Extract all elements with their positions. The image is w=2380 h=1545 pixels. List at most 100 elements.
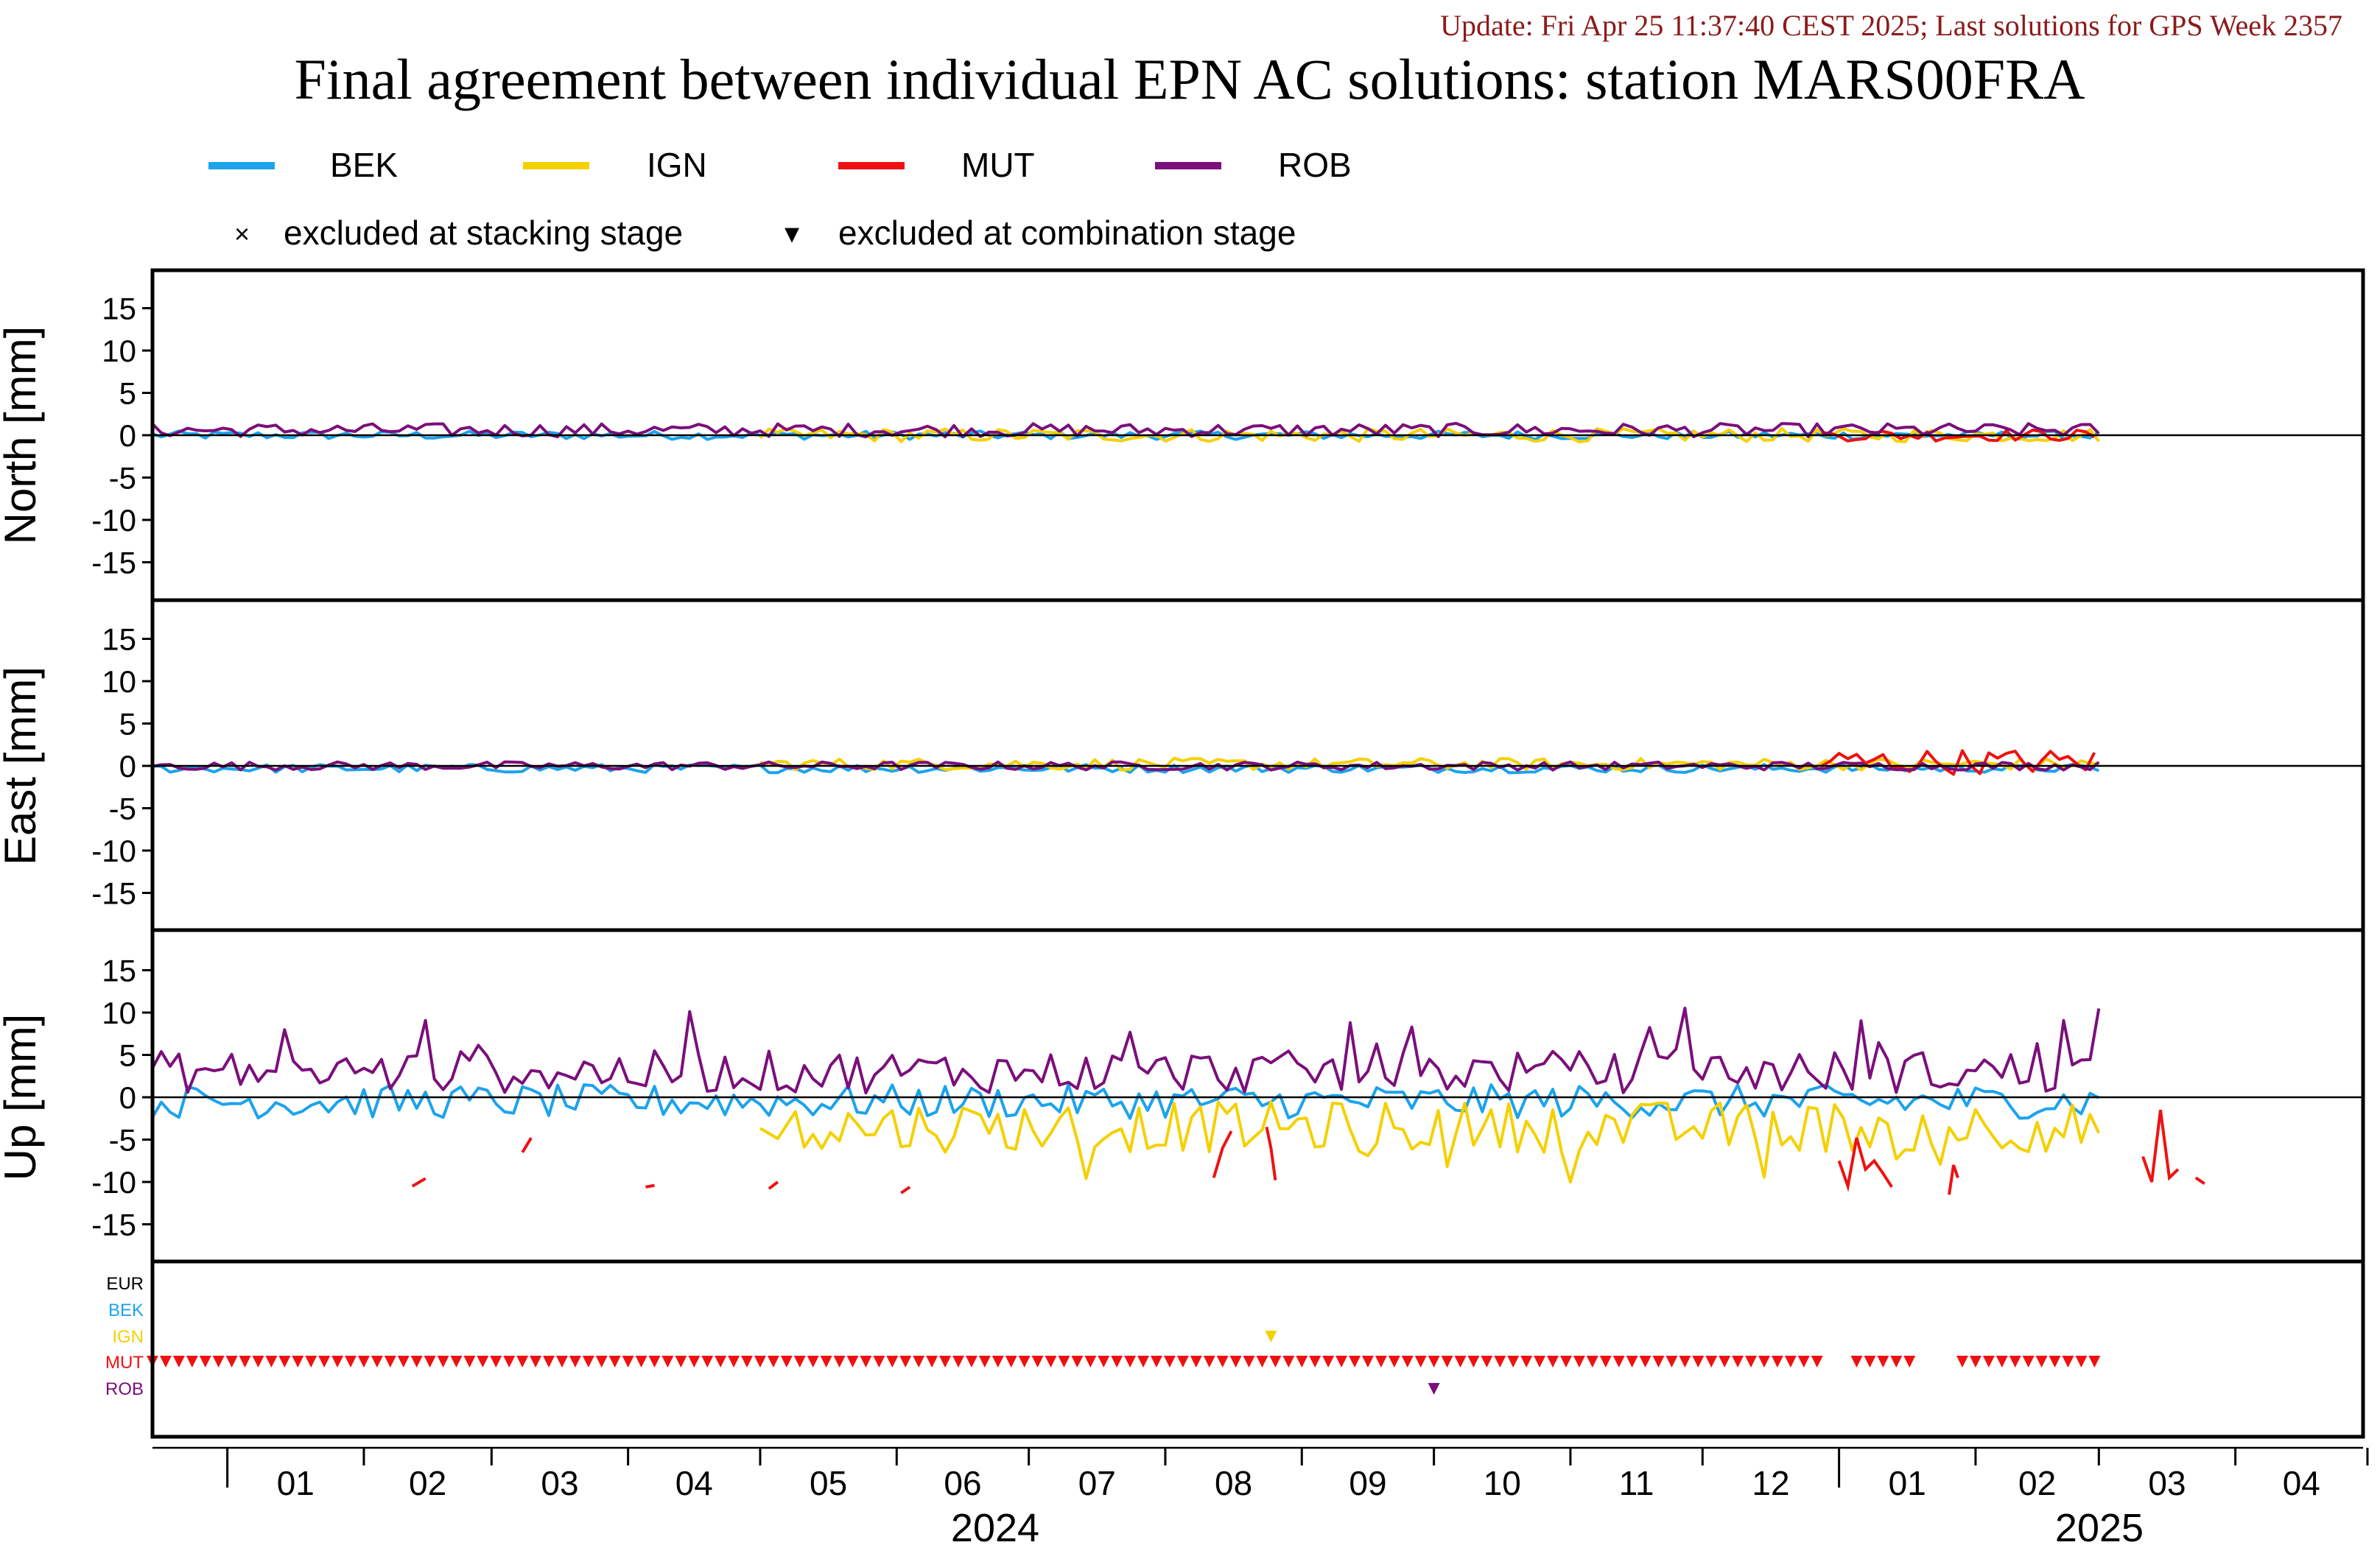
x-month-label: 08: [1215, 1464, 1252, 1502]
exclusion-marker-mut: [543, 1356, 555, 1368]
exclusion-marker-mut: [1890, 1356, 1903, 1368]
exclusion-marker-mut: [1719, 1356, 1731, 1368]
exclusion-marker-mut: [608, 1356, 621, 1368]
exclusion-marker-mut: [463, 1356, 476, 1368]
east-y-tick-label: -10: [91, 834, 136, 868]
exclusion-marker-mut: [159, 1356, 172, 1368]
x-month-labels: 01 02 03 04 05 06 07 08 09 10 11 12 01 02 03 04: [277, 1464, 2320, 1502]
exclusion-marker-mut: [1534, 1356, 1546, 1368]
up-y-tick-label: 15: [102, 954, 136, 988]
exclusion-marker-mut: [239, 1356, 251, 1368]
exclusion-marker-mut: [1243, 1356, 1255, 1368]
exclusion-marker-mut: [1494, 1356, 1506, 1368]
up-y-tick-label: -15: [91, 1208, 136, 1242]
exclusion-marker-mut: [582, 1356, 594, 1368]
exclusion-marker-rob: [1428, 1383, 1440, 1395]
north-series-mut: [1821, 429, 2096, 443]
exclusion-marker-mut: [490, 1356, 502, 1368]
exclusion-marker-mut: [1058, 1356, 1070, 1368]
exclusion-marker-mut: [1361, 1356, 1374, 1368]
panel-north: 15 10 5 0 -5 -10 -15 North [mm]: [0, 268, 2365, 602]
exclusion-marker-mut: [635, 1356, 647, 1368]
x-month-label: 06: [944, 1464, 981, 1502]
up-series-mut-segment: [1265, 1126, 1277, 1180]
exclusion-marker-mut: [1309, 1356, 1321, 1368]
exclusion-marker-mut: [899, 1356, 912, 1368]
exclusion-marker-ign: [1265, 1331, 1277, 1342]
exclusion-marker-mut: [1982, 1356, 1995, 1368]
exclusion-marker-mut: [860, 1356, 872, 1368]
exclusion-marker-mut: [1692, 1356, 1705, 1368]
north-series-ign: [759, 426, 2100, 444]
legend-marker-combination-label: excluded at combination stage: [838, 214, 1296, 252]
exclusion-row-label-bek: BEK: [108, 1301, 144, 1320]
x-axis: 01 02 03 04 05 06 07 08 09 10 11 12 01 02 03 04 2024 20…: [152, 1446, 2369, 1545]
exclusion-marker-mut: [278, 1356, 291, 1368]
exclusion-marker-mut: [991, 1356, 1004, 1368]
exclusion-marker-mut: [1375, 1356, 1387, 1368]
north-y-label: North [mm]: [0, 326, 45, 545]
up-series-mut-segment: [411, 1177, 426, 1188]
north-y-tick-label: -15: [91, 546, 136, 580]
exclusion-marker-mut: [952, 1356, 964, 1368]
exclusion-marker-mut: [357, 1356, 370, 1368]
x-month-label: 12: [1752, 1464, 1789, 1502]
x-month-label: 07: [1078, 1464, 1116, 1502]
exclusion-marker-mut: [846, 1356, 859, 1368]
exclusion-marker-mut: [212, 1356, 225, 1368]
exclusion-marker-mut: [1084, 1356, 1097, 1368]
up-series-bek: [151, 1083, 2100, 1120]
x-month-label: 02: [2018, 1464, 2056, 1502]
exclusion-marker-mut: [1176, 1356, 1189, 1368]
up-series-layer: [151, 1007, 2205, 1195]
exclusion-marker-mut: [1229, 1356, 1242, 1368]
up-y-tick-label: 10: [102, 996, 136, 1030]
exclusion-marker-mut: [595, 1356, 608, 1368]
exclusion-marker-mut: [252, 1356, 264, 1368]
exclusion-marker-mut: [569, 1356, 581, 1368]
exclusion-marker-mut: [1559, 1356, 1572, 1368]
up-y-tick-label: 0: [119, 1080, 136, 1115]
exclusion-marker-mut: [503, 1356, 516, 1368]
exclusion-marker-mut: [1454, 1356, 1467, 1368]
x-month-label: 11: [1619, 1464, 1654, 1502]
panel-up: 15 10 5 0 -5 -10 -15 Up [mm]: [0, 928, 2365, 1264]
exclusion-marker-mut: [1163, 1356, 1176, 1368]
chart-title: Final agreement between individual EPN A…: [295, 47, 2085, 111]
up-frame: [150, 928, 2365, 1264]
up-series-mut-segment: [2194, 1176, 2205, 1185]
x-month-label: 04: [675, 1464, 713, 1502]
exclusion-marker-mut: [1797, 1356, 1810, 1368]
exclusion-marker-mut: [1349, 1356, 1361, 1368]
x-month-label: 04: [2283, 1464, 2320, 1502]
north-y-tick-label: -10: [91, 503, 136, 538]
x-month-label: 02: [409, 1464, 446, 1502]
exclusion-row-label-rob: ROB: [105, 1379, 144, 1399]
exclusion-marker-mut: [1652, 1356, 1665, 1368]
update-text: Update: Fri Apr 25 11:37:40 CEST 2025; L…: [1440, 9, 2342, 42]
exclusions-frame: [150, 1259, 2365, 1439]
x-year-label-2025: 2025: [2055, 1506, 2144, 1545]
exclusion-marker-mut: [516, 1356, 529, 1368]
exclusion-marker-mut: [1784, 1356, 1797, 1368]
exclusion-marker-mut: [1137, 1356, 1150, 1368]
exclusion-marker-mut: [1190, 1356, 1202, 1368]
north-series-rob: [151, 421, 2100, 439]
exclusion-marker-mut: [2049, 1356, 2061, 1368]
north-y-tick-label: -5: [109, 461, 136, 496]
exclusion-marker-mut: [172, 1356, 185, 1368]
exclusion-marker-mut: [292, 1356, 304, 1368]
exclusion-marker-mut: [1956, 1356, 1968, 1368]
east-series-ign: [759, 756, 2099, 772]
east-y-tick-label: -5: [109, 792, 136, 826]
legend-label-ign: IGN: [647, 146, 707, 184]
north-y-tick-label: 15: [102, 292, 136, 326]
exclusion-marker-mut: [397, 1356, 410, 1368]
up-y-ticks: 15 10 5 0 -5 -10 -15: [91, 954, 152, 1242]
exclusion-marker-mut: [1639, 1356, 1651, 1368]
exclusion-marker-mut: [1031, 1356, 1044, 1368]
exclusion-marker-mut: [793, 1356, 806, 1368]
exclusion-marker-mut: [2022, 1356, 2035, 1368]
exclusion-marker-mut: [873, 1356, 885, 1368]
